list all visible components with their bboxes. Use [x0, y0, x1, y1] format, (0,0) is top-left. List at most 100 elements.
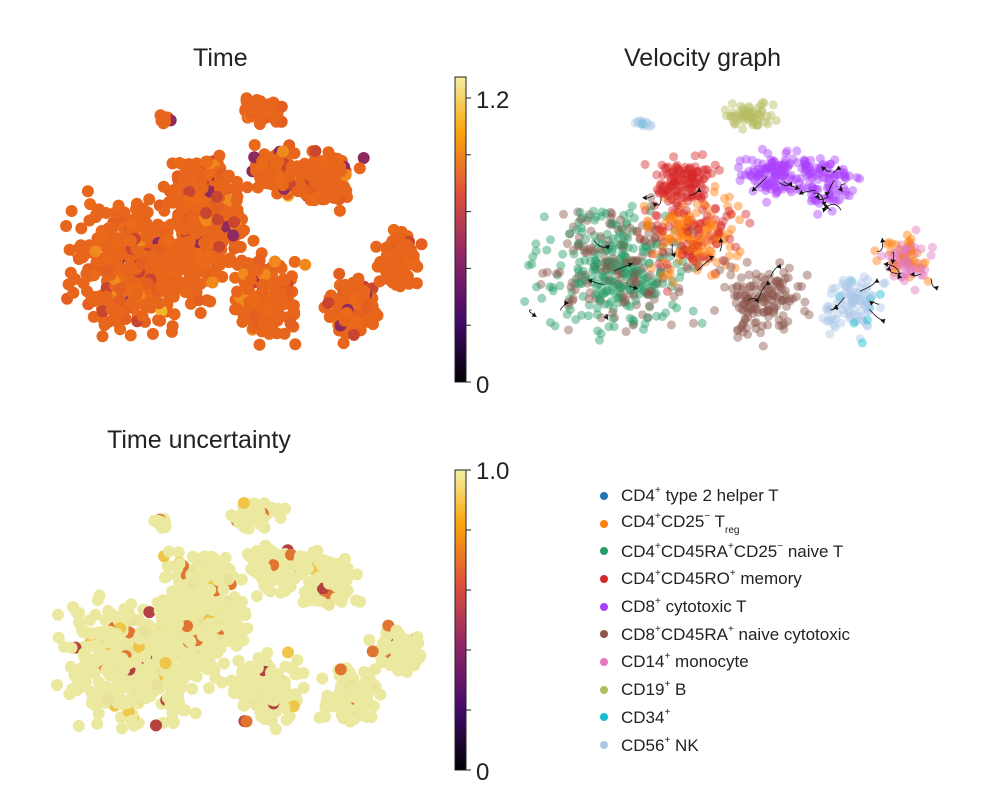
cell-point [590, 289, 600, 299]
cell-point [700, 200, 710, 210]
cell-point [657, 271, 667, 281]
cell-point [573, 264, 583, 274]
cell-point [319, 710, 332, 723]
cell-point [309, 145, 322, 157]
cell-point [353, 162, 366, 175]
cell-point [596, 234, 606, 244]
cell-point [601, 287, 611, 297]
cell-point [622, 301, 632, 311]
cell-point [733, 281, 743, 291]
cell-point [602, 229, 612, 239]
cell-point [702, 240, 712, 250]
cell-point [639, 263, 649, 273]
cell-point [645, 206, 655, 216]
cell-point [664, 237, 674, 247]
cell-point [783, 162, 792, 172]
cell-point [733, 201, 743, 211]
cell-point [725, 242, 735, 252]
cell-point [608, 253, 618, 263]
cell-point [646, 286, 656, 296]
cell-point [542, 245, 552, 255]
cell-point [355, 284, 368, 297]
cell-point [685, 213, 695, 223]
cell-point [116, 722, 128, 735]
cell-point [688, 192, 698, 202]
cell-point [613, 293, 623, 303]
cell-point [680, 220, 690, 230]
cell-point [674, 283, 684, 293]
cell-point [674, 249, 684, 258]
cell-point [536, 279, 546, 289]
cell-point [635, 282, 645, 292]
cell-point [749, 111, 759, 121]
cell-point [192, 574, 205, 586]
legend-item-cd56_nk: CD56+ NK [600, 731, 850, 759]
cell-point [672, 303, 682, 313]
cell-point [625, 208, 634, 218]
cell-point [683, 227, 693, 237]
cell-point [576, 215, 586, 224]
cell-point [177, 258, 190, 271]
cell-point [644, 258, 654, 268]
cell-point [578, 291, 588, 301]
cell-point [779, 324, 789, 334]
cell-point [727, 112, 736, 121]
cell-point [286, 662, 299, 675]
cell-point [598, 267, 608, 277]
uncertainty-colorbar: 1.0 0 [454, 458, 509, 786]
cell-point [597, 211, 607, 221]
uncertainty-colorbar-gradient [454, 469, 467, 771]
cell-point [204, 295, 217, 308]
cell-point [701, 250, 711, 260]
cell-point [712, 230, 722, 240]
cell-point [652, 311, 661, 321]
cell-point [89, 245, 102, 258]
cell-point [621, 296, 630, 305]
cell-point [178, 172, 191, 185]
cell-point [363, 634, 376, 647]
cell-point [640, 205, 650, 215]
cell-point [638, 310, 647, 320]
cell-point [334, 663, 347, 676]
cell-point [689, 238, 699, 248]
cell-point [106, 223, 119, 236]
cell-point [668, 278, 678, 288]
cell-point [350, 568, 363, 581]
cell-point [677, 250, 687, 260]
cell-point [616, 268, 626, 278]
cell-point [381, 272, 394, 285]
cell-point [708, 235, 718, 244]
cell-point [663, 264, 673, 273]
cell-point [655, 252, 665, 262]
cell-point [137, 299, 150, 311]
cell-point [643, 118, 653, 128]
cell-point [575, 257, 585, 267]
cell-point [727, 99, 737, 109]
cell-point [151, 679, 164, 692]
cell-point [650, 225, 660, 235]
cell-point [637, 252, 647, 262]
cell-point [877, 251, 886, 261]
cell-point [744, 270, 754, 280]
cell-point [758, 297, 768, 307]
cell-point [269, 723, 282, 736]
cell-point [654, 259, 664, 269]
cell-point [183, 634, 196, 647]
cell-point [201, 155, 214, 168]
cell-point [619, 241, 629, 251]
cell-point [241, 548, 254, 561]
cell-point [762, 197, 772, 207]
cell-point [711, 203, 721, 213]
cell-point [584, 300, 594, 310]
cell-point [584, 294, 594, 304]
cell-point [584, 311, 593, 321]
cell-point [672, 225, 682, 235]
cell-point [575, 207, 585, 217]
cell-point [210, 556, 223, 568]
cell-point [589, 231, 599, 240]
cell-point [582, 248, 592, 258]
cell-point [644, 228, 654, 238]
cell-point [706, 247, 716, 257]
cell-point [574, 266, 584, 276]
